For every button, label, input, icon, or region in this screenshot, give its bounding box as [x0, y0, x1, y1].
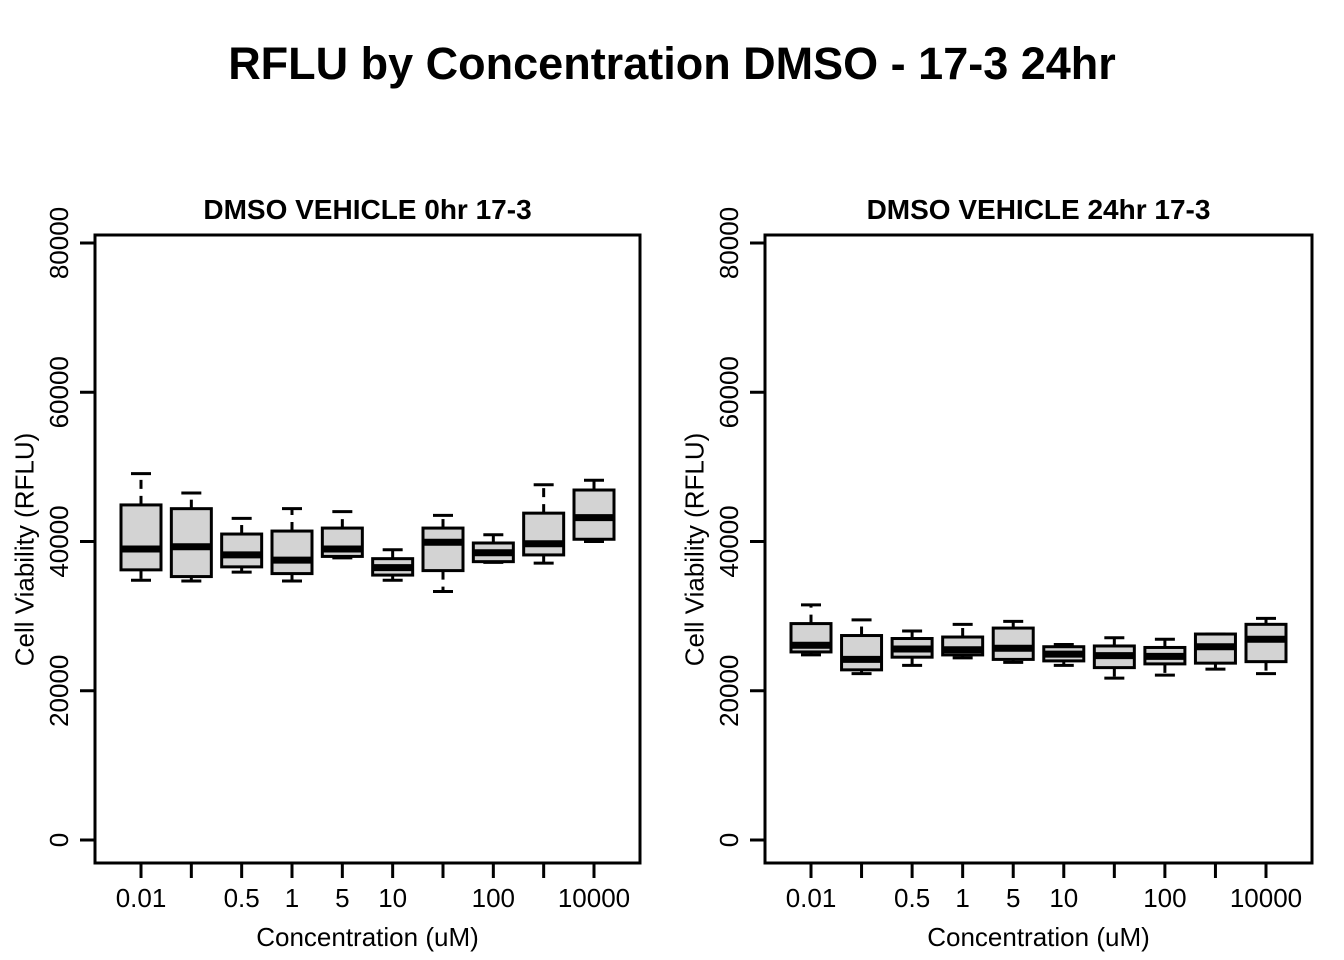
y-tick-label: 0 — [44, 833, 74, 847]
x-tick-label: 10 — [378, 883, 407, 913]
boxplot-group-0.5 — [890, 629, 934, 667]
y-tick-label: 60000 — [44, 356, 74, 428]
x-tick-label: 1 — [285, 883, 299, 913]
y-tick-label: 40000 — [44, 505, 74, 577]
y-tick-label: 80000 — [44, 207, 74, 279]
x-tick-label: 1 — [955, 883, 969, 913]
y-tick-label: 40000 — [714, 505, 744, 577]
y-tick-label: 80000 — [714, 207, 744, 279]
iqr-box — [270, 529, 314, 576]
x-tick-label: 10 — [1049, 883, 1078, 913]
y-tick-label: 0 — [714, 833, 744, 847]
boxplot-group-1 — [270, 507, 314, 583]
y-tick-label: 60000 — [714, 356, 744, 428]
boxplot-group-1000 — [522, 483, 566, 565]
x-tick-label: 0.01 — [786, 883, 837, 913]
main-title: RFLU by Concentration DMSO - 17-3 24hr — [228, 38, 1116, 89]
x-tick-label: 100 — [1143, 883, 1186, 913]
iqr-box — [220, 532, 264, 569]
x-tick-label: 100 — [472, 883, 515, 913]
x-tick-label: 0.5 — [224, 883, 260, 913]
iqr-box — [1244, 622, 1288, 664]
y-tick-label: 20000 — [44, 655, 74, 727]
boxplot-group-10000 — [572, 478, 616, 543]
iqr-box — [840, 634, 884, 672]
boxplot-group-10 — [371, 548, 415, 582]
boxplot-group-50 — [421, 513, 465, 593]
boxplot-group-1000 — [1193, 632, 1237, 671]
x-axis-label-left: Concentration (uM) — [256, 922, 479, 952]
iqr-box — [119, 503, 163, 572]
boxplot-group-0.01 — [119, 472, 163, 582]
boxplot-group-10000 — [1244, 616, 1288, 676]
plot-frame — [93, 233, 642, 865]
x-axis-label-right: Concentration (uM) — [927, 922, 1150, 952]
panel-0hr: 0 20000 40000 60000 80000 0.01 0.5 1 5 10 100 10000 — [44, 207, 642, 913]
x-tick-label: 10000 — [1230, 883, 1302, 913]
boxplot-group-5 — [320, 510, 364, 560]
boxplot-group-100 — [1143, 637, 1187, 677]
boxplot-group-1 — [941, 622, 985, 660]
boxplot-group-100 — [471, 533, 515, 564]
x-tick-label: 0.5 — [894, 883, 930, 913]
boxplot-group-0.1 — [169, 491, 213, 583]
iqr-box — [522, 511, 566, 557]
panel-title-24hr: DMSO VEHICLE 24hr 17-3 — [866, 194, 1211, 225]
x-tick-label: 5 — [1006, 883, 1020, 913]
iqr-box — [991, 626, 1035, 661]
boxplot-group-10 — [1042, 642, 1086, 667]
panel-title-0hr: DMSO VEHICLE 0hr 17-3 — [203, 194, 532, 225]
iqr-box — [421, 526, 465, 573]
x-tick-label: 5 — [335, 883, 349, 913]
boxplot-group-50 — [1092, 636, 1136, 680]
plot-frame — [763, 233, 1314, 865]
boxplot-group-0.01 — [789, 603, 833, 657]
panel-24hr: 0 20000 40000 60000 80000 0.01 0.5 1 5 10 100 10000 — [714, 207, 1314, 913]
x-tick-label: 10000 — [558, 883, 630, 913]
x-tick-label: 0.01 — [116, 883, 167, 913]
boxplot-group-0.1 — [840, 618, 884, 676]
y-tick-label: 20000 — [714, 655, 744, 727]
boxplot-group-5 — [991, 619, 1035, 664]
iqr-box — [169, 507, 213, 579]
boxplot-group-0.5 — [220, 516, 264, 574]
